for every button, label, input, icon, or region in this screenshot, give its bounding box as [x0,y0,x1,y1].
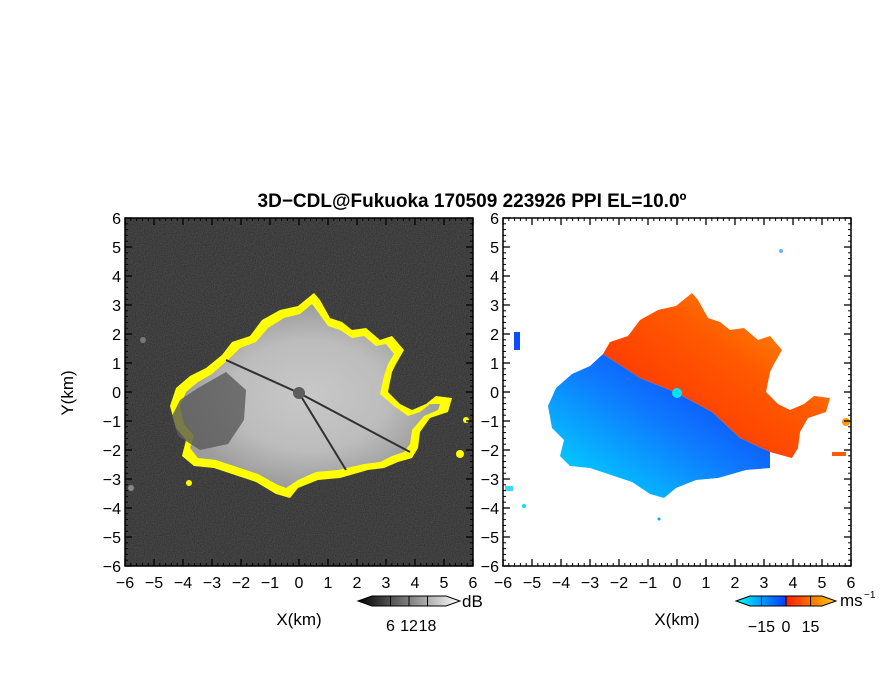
x-tick-label: −6 [116,575,134,592]
velocity-speck [842,418,850,426]
intensity-speck [186,480,192,486]
intensity-shadow-ray [225,359,411,471]
x-tick-label: 1 [324,575,333,592]
y-tick-label: 2 [490,327,499,344]
velocity-speck [505,486,513,491]
x-tick-label: 0 [295,575,304,592]
y-tick-label: −1 [481,414,499,431]
y-tick-label: −2 [103,443,121,460]
x-tick-label: 3 [382,575,391,592]
x-tick-label: −1 [639,575,657,592]
velocity-colorbar-ticks: −15 0 15 [748,596,820,636]
velocity-center [672,388,682,398]
intensity-echo-body [180,304,440,488]
x-tick-label: −2 [232,575,250,592]
x-tick-label: 4 [789,575,798,592]
x-tick-label: 0 [673,575,682,592]
colorbar-tick-label: −15 [748,619,775,636]
intensity-speck [128,485,134,491]
intensity-colorbar-unit: dB [462,592,483,611]
x-tick-label: 6 [847,575,856,592]
x-axis-label-right: X(km) [654,610,699,629]
velocity-speck [657,517,661,521]
intensity-center [293,387,305,399]
x-tick-label: 5 [440,575,449,592]
y-tick-label: −5 [103,530,121,547]
y-tick-label: 1 [490,356,499,373]
y-tick-label: −6 [103,559,121,576]
y-tick-label: 4 [490,269,499,286]
velocity-colorbar-unit-exponent: −1 [864,590,876,601]
colorbar-tick-label: 6 [386,618,395,635]
x-tick-label: −5 [145,575,163,592]
colorbar-tick-label: 15 [802,619,820,636]
y-tick-label: 0 [490,385,499,402]
y-tick-label: −5 [481,530,499,547]
x-tick-label: −2 [610,575,628,592]
velocity-panel: −6 −5 −4 −3 −2 −1 0 1 2 3 4 5 6 6 5 4 3 2 1 0 −1 −2 −3 −4 −5 −6 [481,211,856,592]
x-tick-label: 6 [469,575,478,592]
colorbar-tick-label: 0 [782,619,791,636]
velocity-speck [779,249,783,253]
colorbar-tick-label: 12 [400,618,418,635]
x-axis-label-left: X(km) [276,610,321,629]
x-tick-label: 2 [353,575,362,592]
y-tick-label: −3 [103,472,121,489]
velocity-speck [514,332,520,350]
x-tick-label: −1 [261,575,279,592]
y-axis-label: Y(km) [58,370,77,415]
y-tick-label: −1 [103,414,121,431]
y-tick-label: 4 [112,269,121,286]
y-tick-label: −4 [103,501,121,518]
y-tick-label: −4 [481,501,499,518]
y-tick-label: 2 [112,327,121,344]
x-tick-label: −4 [552,575,570,592]
intensity-ticks: −6 −5 −4 −3 −2 −1 0 1 2 3 4 5 6 6 5 4 3 2 1 0 −1 −2 −3 −4 −5 −6 [103,211,478,592]
velocity-negative-region [548,354,770,498]
velocity-positive-region [603,293,830,458]
intensity-echo [128,293,469,498]
intensity-speck [140,337,146,343]
x-tick-label: −3 [581,575,599,592]
y-tick-label: −6 [481,559,499,576]
colorbar-tick-label: 18 [419,618,437,635]
intensity-echo-west [172,372,246,450]
x-tick-label: −6 [494,575,512,592]
velocity-speck [832,452,846,456]
intensity-speck [463,417,469,423]
y-tick-label: 1 [112,356,121,373]
velocity-speck [522,504,526,508]
x-tick-label: 5 [818,575,827,592]
velocity-ticks: −6 −5 −4 −3 −2 −1 0 1 2 3 4 5 6 6 5 4 3 2 1 0 −1 −2 −3 −4 −5 −6 [481,211,856,592]
y-tick-label: −3 [481,472,499,489]
x-tick-label: −5 [523,575,541,592]
velocity-field [505,249,850,521]
x-tick-label: 2 [731,575,740,592]
intensity-colorbar-ticks: 6 12 18 [386,596,437,635]
y-tick-label: 3 [112,298,121,315]
intensity-colorbar: 6 12 18 dB [356,592,483,635]
x-tick-label: −4 [174,575,192,592]
y-tick-label: 6 [490,211,499,228]
intensity-speck [456,450,464,458]
x-tick-label: 4 [411,575,420,592]
y-tick-label: 3 [490,298,499,315]
x-tick-label: 3 [760,575,769,592]
velocity-colorbar: −15 0 15 ms −1 [734,590,876,636]
y-tick-label: −2 [481,443,499,460]
x-tick-label: −3 [203,575,221,592]
y-tick-label: 5 [112,240,121,257]
chart-title: 3D−CDL@Fukuoka 170509 223926 PPI EL=10.0… [258,191,687,212]
velocity-colorbar-unit: ms [840,591,863,610]
y-tick-label: 6 [112,211,121,228]
x-tick-label: 1 [702,575,711,592]
intensity-panel: −6 −5 −4 −3 −2 −1 0 1 2 3 4 5 6 6 5 4 3 2 1 0 −1 −2 −3 −4 −5 −6 [103,211,478,592]
y-tick-label: 0 [112,385,121,402]
y-tick-label: 5 [490,240,499,257]
